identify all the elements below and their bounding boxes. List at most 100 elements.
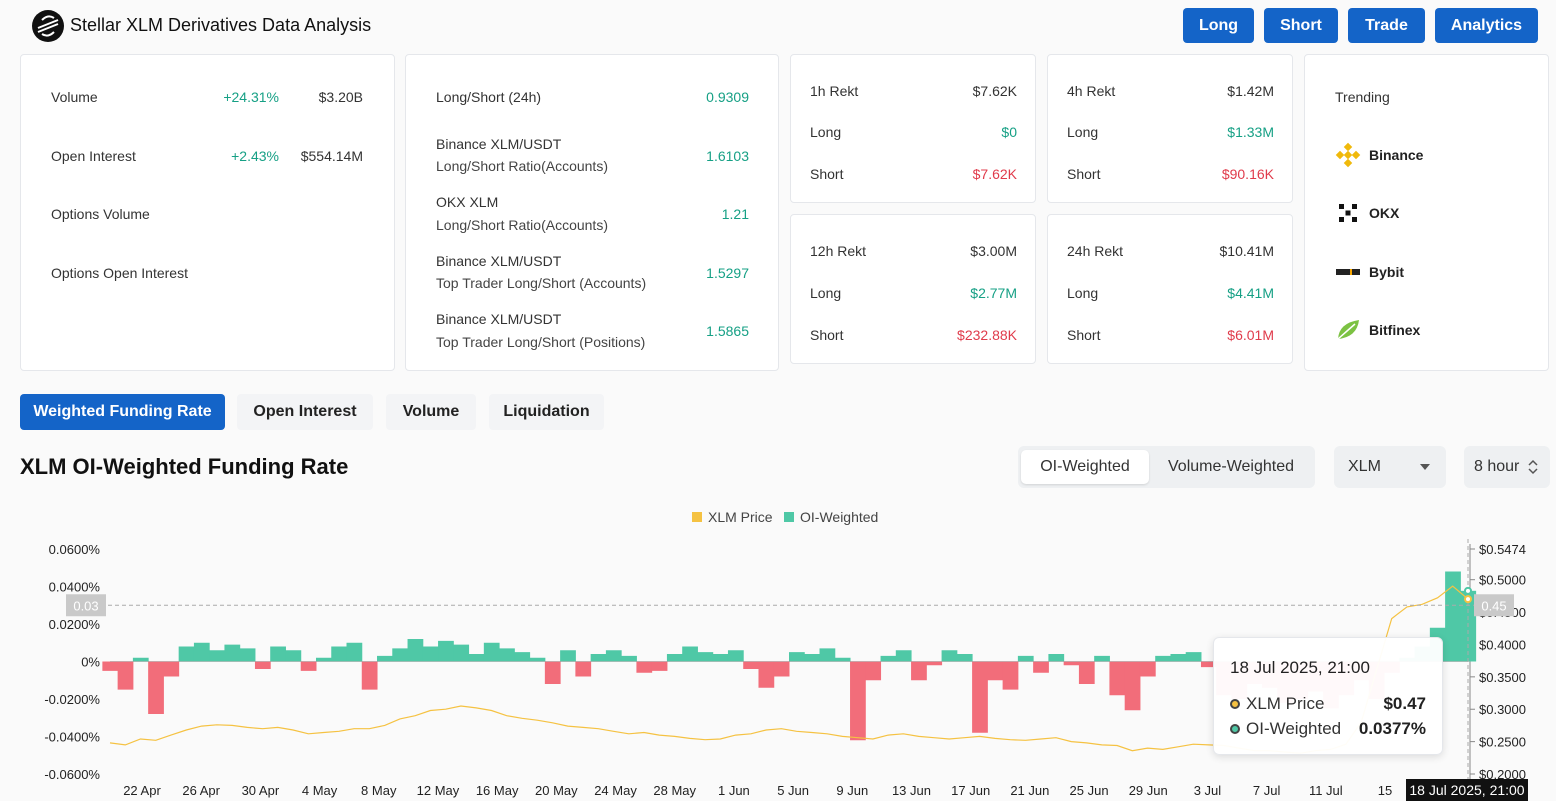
x-tick-label: 17 Jun — [951, 783, 990, 798]
short-button[interactable]: Short — [1264, 8, 1338, 43]
ratio-value: 1.5865 — [706, 323, 749, 339]
y-left-tick-label: -0.0200% — [44, 692, 100, 707]
x-tick-label: 12 May — [417, 783, 460, 798]
rekt-total: $10.41M — [1219, 243, 1274, 259]
funding-rate-bar — [331, 646, 348, 662]
funding-rate-bar — [254, 661, 271, 669]
trending-item-okx[interactable]: OKX — [1335, 200, 1399, 226]
interval-select[interactable]: 8 hour — [1464, 446, 1550, 488]
tab-volume[interactable]: Volume — [386, 394, 476, 430]
crosshair-left-label: 0.03 — [73, 598, 98, 613]
rekt-card-4h: 4h Rekt $1.42M Long $1.33M Short $90.16K — [1047, 54, 1293, 203]
funding-rate-bar — [651, 661, 668, 671]
funding-rate-bar — [300, 661, 317, 671]
funding-rate-bar — [987, 661, 1004, 681]
funding-rate-bar — [1048, 654, 1065, 662]
funding-rate-bar — [911, 661, 927, 681]
y-left-tick-label: -0.0600% — [44, 767, 100, 782]
sort-arrows-icon — [1528, 459, 1538, 475]
long-short-ratios-card: Long/Short (24h) 0.9309 Binance XLM/USDT… — [405, 54, 779, 371]
x-tick-label: 13 Jun — [892, 783, 931, 798]
x-tick-label: 25 Jun — [1070, 783, 1109, 798]
funding-rate-bar — [407, 639, 424, 662]
trending-item-bitfinex[interactable]: Bitfinex — [1335, 317, 1420, 343]
x-tick-label: 5 Jun — [777, 783, 809, 798]
legend-label: XLM Price — [708, 509, 773, 525]
funding-rate-bar — [1017, 655, 1034, 662]
trending-card: Trending Binance OKX Bybit Bitfinex — [1304, 54, 1549, 371]
ratio-label: OKX XLM — [436, 194, 499, 210]
funding-rate-bar — [972, 661, 988, 733]
tab-weighted-funding-rate[interactable]: Weighted Funding Rate — [20, 394, 225, 430]
tooltip-series-name: OI-Weighted — [1246, 719, 1342, 738]
funding-rate-bar — [727, 650, 744, 662]
analytics-button[interactable]: Analytics — [1435, 8, 1538, 43]
rekt-long-label: Long — [810, 124, 842, 140]
rekt-card-24h: 24h Rekt $10.41M Long $4.41M Short $6.01… — [1047, 214, 1293, 364]
oi-weighted-option[interactable]: OI-Weighted — [1021, 450, 1149, 484]
symbol-select[interactable]: XLM — [1334, 446, 1446, 488]
rekt-title: 4h Rekt — [1067, 83, 1116, 99]
rekt-title: 24h Rekt — [1067, 243, 1124, 259]
rekt-short-label: Short — [810, 327, 844, 343]
long-button[interactable]: Long — [1183, 8, 1254, 43]
tab-open-interest[interactable]: Open Interest — [237, 394, 373, 430]
ratio-label: Binance XLM/USDT — [436, 136, 562, 152]
tab-liquidation[interactable]: Liquidation — [489, 394, 604, 430]
tooltip-row-price: XLM Price $0.47 — [1230, 694, 1426, 714]
tooltip-date: 18 Jul 2025, 21:00 — [1230, 658, 1370, 677]
funding-rate-bar — [483, 642, 500, 662]
funding-rate-bar — [1002, 661, 1019, 690]
ratio-sublabel: Top Trader Long/Short (Accounts) — [436, 275, 647, 291]
hover-point-price — [1464, 595, 1472, 604]
chart-tooltip: 18 Jul 2025, 21:00 XLM Price $0.47 OI-We… — [1213, 637, 1443, 755]
funding-rate-bar — [666, 654, 683, 662]
bitfinex-icon — [1335, 317, 1361, 343]
y-right-tick-label: $0.3000 — [1479, 702, 1526, 717]
trade-button[interactable]: Trade — [1348, 8, 1425, 43]
funding-rate-bar — [1063, 661, 1080, 666]
rekt-short-value: $90.16K — [1221, 166, 1274, 182]
funding-rate-bar — [224, 644, 241, 662]
volume-weighted-option[interactable]: Volume-Weighted — [1168, 458, 1294, 475]
x-tick-label: 3 Jul — [1194, 783, 1222, 798]
funding-rate-bar — [712, 654, 729, 662]
legend-label: OI-Weighted — [800, 509, 878, 525]
ratio-label: Binance XLM/USDT — [436, 311, 562, 327]
funding-rate-bar — [163, 661, 180, 677]
funding-rate-bar — [1155, 655, 1171, 662]
okx-icon — [1335, 200, 1361, 226]
open-interest-change: +2.43% — [231, 148, 279, 164]
x-tick-label: 9 Jun — [836, 783, 868, 798]
funding-rate-bar — [377, 655, 393, 662]
rekt-title: 12h Rekt — [810, 243, 867, 259]
funding-rate-bar — [514, 652, 531, 662]
rekt-long-label: Long — [810, 285, 842, 301]
trending-item-label: OKX — [1369, 205, 1400, 221]
y-left-tick-label: -0.0400% — [44, 730, 100, 745]
funding-rate-bar — [834, 657, 851, 662]
x-tick-label: 24 May — [594, 783, 637, 798]
price-dot-icon — [1230, 699, 1240, 709]
funding-rate-bar — [422, 646, 439, 662]
rekt-card-12h: 12h Rekt $3.00M Long $2.77M Short $232.8… — [790, 214, 1036, 364]
crosshair-x-label: 18 Jul 2025, 21:00 — [1406, 779, 1528, 801]
volume-change: +24.31% — [223, 89, 279, 105]
trending-item-binance[interactable]: Binance — [1335, 142, 1423, 168]
chart-section-title: XLM OI-Weighted Funding Rate — [20, 454, 349, 479]
rekt-total: $1.42M — [1227, 83, 1274, 99]
crosshair-left-badge — [66, 594, 106, 617]
funding-rate-bar — [148, 661, 164, 714]
funding-rate-bar — [315, 657, 332, 662]
funding-rate-bar — [468, 654, 485, 662]
legend-swatch — [784, 512, 794, 522]
funding-rate-bar — [880, 655, 897, 662]
overview-card: Volume +24.31% $3.20B Open Interest +2.4… — [20, 54, 395, 371]
rekt-long-value: $0 — [1001, 124, 1017, 140]
funding-rate-bar — [1445, 571, 1461, 662]
symbol-select-value: XLM — [1348, 458, 1381, 475]
ratio-sublabel: Top Trader Long/Short (Positions) — [436, 334, 646, 350]
trending-item-bybit[interactable]: Bybit — [1335, 259, 1404, 285]
crosshair-right-badge — [1474, 594, 1514, 617]
funding-rate-bar — [590, 654, 607, 662]
